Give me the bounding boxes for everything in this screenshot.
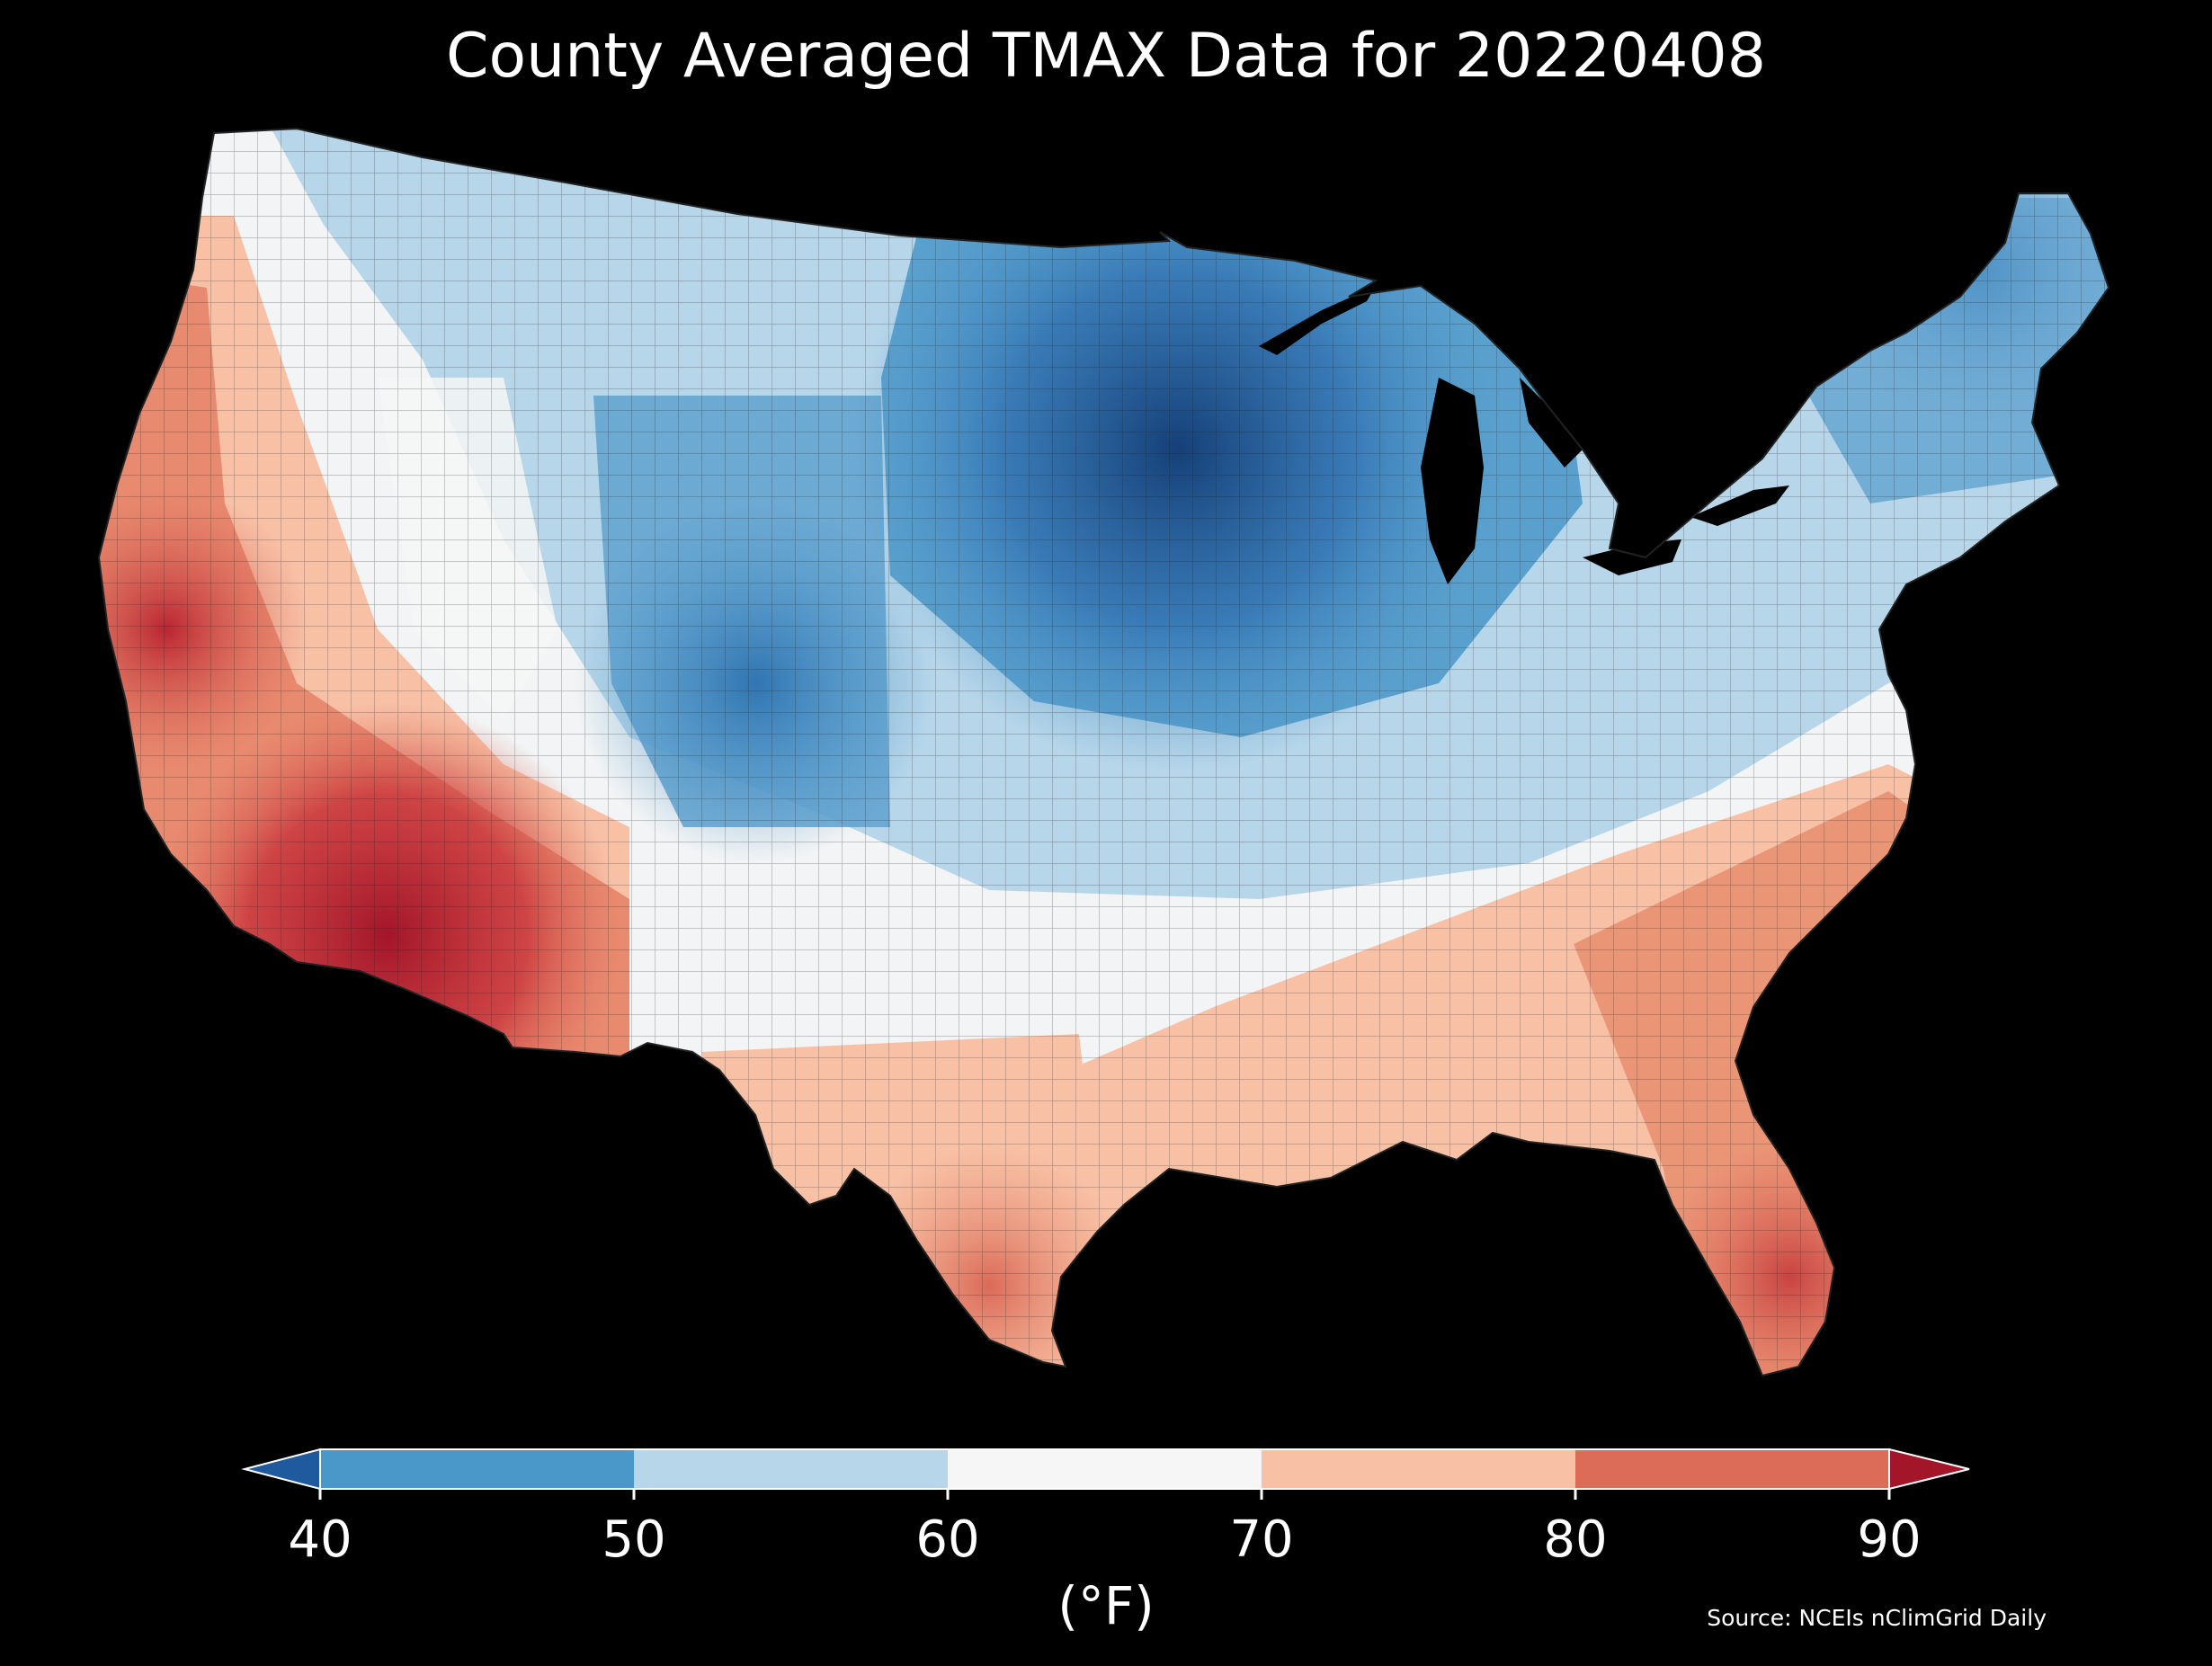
colorbar-unit-label: (°F)	[1057, 1575, 1155, 1636]
colorbar-under-arrow	[241, 1448, 321, 1491]
source-note: Source: NCEIs nClimGrid Daily	[1707, 1605, 2047, 1631]
colorbar-bin-80-90	[1575, 1449, 1889, 1489]
colorbar-over-arrow	[1888, 1448, 1970, 1491]
colorbar-bin-40-50	[320, 1449, 634, 1489]
colorbar-bin-70-80	[1262, 1449, 1575, 1489]
colorbar-bin-60-70	[948, 1449, 1262, 1489]
colorbar-tick-70: 70	[1229, 1510, 1294, 1569]
colorbar-tick-50: 50	[602, 1510, 666, 1569]
colorbar-tick-80: 80	[1543, 1510, 1608, 1569]
colorbar-tick-40: 40	[288, 1510, 352, 1569]
us-outline	[97, 127, 2110, 1377]
colorbar-bin-50-60	[634, 1449, 948, 1489]
map-title: County Averaged TMAX Data for 20220408	[446, 21, 1766, 92]
great-lakes	[1259, 286, 1789, 584]
colorbar-tick-60: 60	[915, 1510, 980, 1569]
colorbar-tick-90: 90	[1857, 1510, 1922, 1569]
